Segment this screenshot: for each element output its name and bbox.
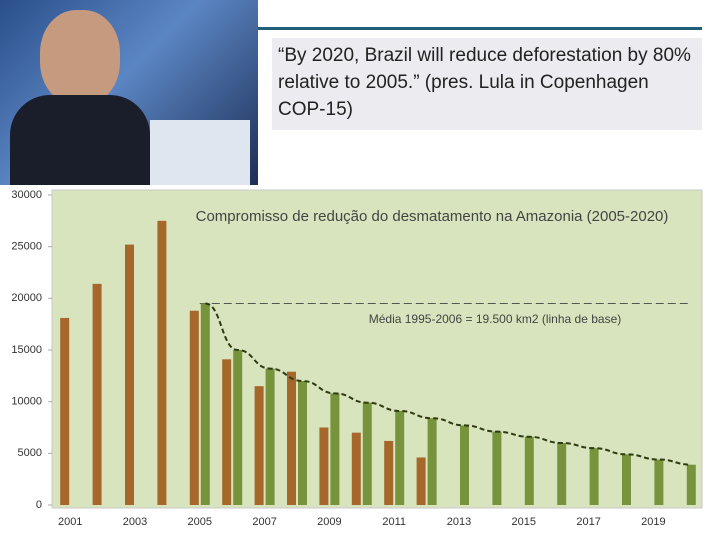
x-tick-label: 2003 [123, 516, 147, 528]
bar [654, 459, 664, 505]
annotation: Média 1995-2006 = 19.500 km2 (linha de b… [369, 312, 622, 326]
bar [492, 431, 502, 505]
bar [557, 443, 567, 505]
bar [92, 283, 102, 505]
y-tick-label: 20000 [11, 292, 42, 304]
y-tick-label: 30000 [11, 189, 42, 201]
bar [233, 350, 243, 505]
bar [330, 393, 340, 505]
bar [157, 220, 167, 506]
bar [524, 436, 534, 505]
bar [254, 386, 264, 505]
bar [265, 368, 275, 505]
x-tick-label: 2013 [447, 516, 471, 528]
trend-line [205, 302, 692, 466]
quote: “By 2020, Brazil will reduce deforestati… [272, 38, 702, 130]
y-tick-label: 10000 [11, 396, 42, 408]
x-tick-label: 2001 [58, 516, 82, 528]
bar [189, 310, 199, 505]
y-tick-label: 25000 [11, 241, 42, 253]
x-tick-label: 2007 [252, 516, 276, 528]
x-tick-label: 2011 [382, 516, 406, 528]
divider [258, 27, 702, 30]
bar [589, 448, 599, 505]
bar [686, 464, 696, 505]
y-tick-label: 5000 [18, 447, 42, 459]
bar [622, 454, 631, 505]
bar [222, 359, 232, 505]
chart-title: Compromisso de redução do desmatamento n… [196, 208, 669, 225]
x-tick-label: 2017 [576, 516, 600, 528]
bar [395, 410, 405, 505]
bar [351, 432, 361, 505]
x-tick-label: 2005 [188, 516, 212, 528]
photo [0, 0, 258, 185]
bar [362, 402, 372, 505]
bar [200, 303, 210, 505]
bar [287, 371, 296, 505]
x-tick-label: 2015 [512, 516, 536, 528]
y-tick-label: 0 [36, 499, 42, 511]
plot-area [51, 189, 703, 509]
x-tick-label: 2009 [317, 516, 341, 528]
bar [60, 317, 70, 505]
bar [298, 381, 307, 505]
y-tick-label: 15000 [11, 344, 42, 356]
x-tick-label: 2019 [641, 516, 665, 528]
bar [427, 418, 437, 505]
bar [125, 244, 134, 505]
bar [384, 440, 394, 505]
bar [416, 457, 426, 505]
bar [460, 425, 469, 505]
bar [319, 427, 329, 505]
